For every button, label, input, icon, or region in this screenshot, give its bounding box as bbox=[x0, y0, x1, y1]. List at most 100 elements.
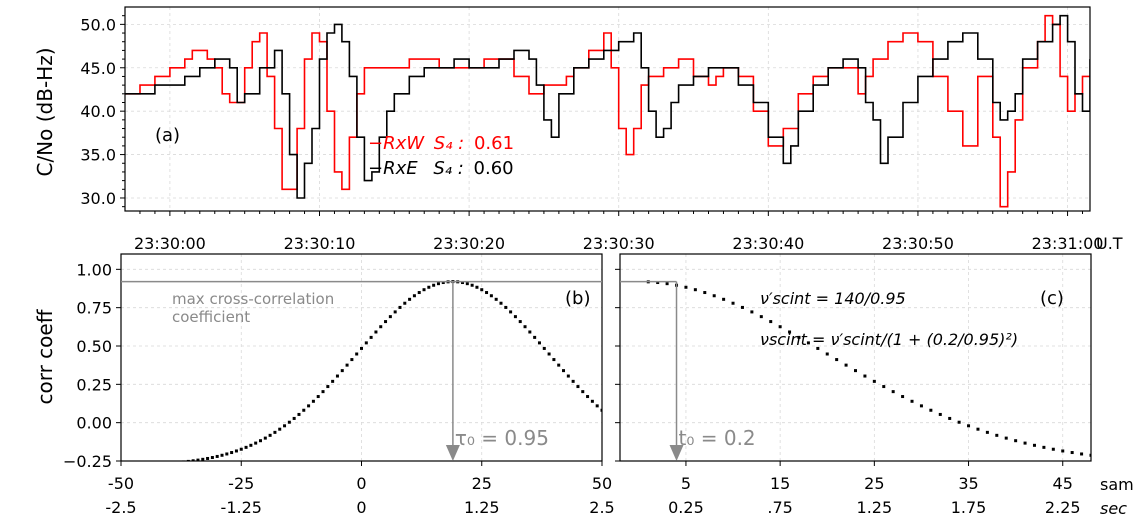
series-rxw-line bbox=[125, 14, 1090, 208]
panel-b-annotation-line: max cross-correlation bbox=[172, 290, 334, 308]
panel-c-arrow-head bbox=[669, 445, 684, 461]
panel-b-point bbox=[509, 310, 513, 314]
panel-b-point bbox=[239, 447, 243, 451]
panel-b-point bbox=[307, 404, 311, 408]
panel-b-ylabel: corr coeff bbox=[33, 308, 57, 404]
panel-b-arrow-head bbox=[445, 445, 460, 461]
panel-b-point bbox=[590, 399, 594, 403]
panel-c-point bbox=[910, 399, 914, 403]
panel-c-point bbox=[872, 379, 876, 383]
panel-b-xtick-label-sam: 0 bbox=[356, 474, 366, 493]
panel-b-point bbox=[287, 420, 291, 424]
panel-c-point bbox=[759, 315, 763, 319]
panel-a-ytick-label: 45.0 bbox=[80, 59, 116, 78]
panel-c-ticks: 5 0.25 15 .75 25 1.25 35 1.75 45 2.25 bbox=[615, 268, 1081, 517]
panel-b-point bbox=[393, 310, 397, 314]
panel-b-xtick-label-sam: 25 bbox=[472, 474, 492, 493]
panel-c-point bbox=[854, 369, 857, 373]
panel-a-ticks: 23:30:00 23:30:10 23:30:20 23:30:30 23:30:40… bbox=[80, 15, 1103, 253]
panel-c-point bbox=[957, 420, 961, 424]
panel-b-point bbox=[408, 297, 412, 301]
panel-b-point bbox=[494, 297, 498, 301]
panel-b-point bbox=[350, 358, 354, 362]
panel-b-point bbox=[360, 346, 363, 350]
panel-b-point bbox=[533, 335, 537, 339]
panel-c-xtick-label-sec: .75 bbox=[767, 498, 792, 517]
panel-b-point bbox=[234, 449, 238, 453]
panel-c-point bbox=[656, 281, 660, 285]
panel-b-point bbox=[470, 283, 474, 287]
panel-b-point bbox=[489, 294, 493, 298]
panel-c-xtick-label-sec: 1.75 bbox=[951, 498, 987, 517]
panel-c-point bbox=[750, 310, 754, 314]
panel-a-ytick-label: 40.0 bbox=[80, 102, 116, 121]
panel-a-label: (a) bbox=[155, 125, 180, 146]
panel-b-xtick-label-sec: 0 bbox=[356, 498, 366, 517]
panel-c-point bbox=[891, 390, 895, 394]
panel-a: 23:30:00 23:30:10 23:30:20 23:30:30 23:30:40… bbox=[33, 6, 1123, 253]
panel-b-point bbox=[513, 315, 517, 319]
panel-c-xtick-label-sam: 35 bbox=[958, 474, 978, 493]
panel-a-ylabel: C/No (dB-Hz) bbox=[33, 47, 57, 176]
legend-rxe-name: −RxE bbox=[368, 158, 418, 179]
panel-c-point bbox=[703, 291, 707, 295]
panel-c-point bbox=[1042, 445, 1046, 449]
panel-b: -50 -2.5 -25 -1.25 0 0 25 1.25 50 2.5 −0.25 0.00 0.2… bbox=[33, 253, 615, 517]
panel-c-point bbox=[1014, 439, 1018, 443]
panel-b-ytick-label: 0.25 bbox=[76, 375, 112, 394]
panel-b-point bbox=[124, 464, 127, 467]
panel-c-xtick-label-sam: 25 bbox=[864, 474, 884, 493]
panel-b-arrow bbox=[445, 281, 460, 461]
panel-b-xtick-label-sam: -50 bbox=[108, 474, 134, 493]
panel-c-point bbox=[1089, 453, 1091, 457]
panel-c-point bbox=[882, 385, 886, 389]
panel-b-point bbox=[388, 315, 392, 319]
panel-c-arrow bbox=[669, 281, 684, 461]
panel-b-point bbox=[417, 291, 421, 295]
panel-c-point bbox=[712, 294, 716, 298]
panel-b-point bbox=[148, 463, 151, 466]
panel-b-point bbox=[485, 291, 489, 295]
panel-c-point bbox=[722, 297, 726, 301]
panel-b-point bbox=[586, 395, 590, 399]
panel-c-label: (c) bbox=[1040, 288, 1064, 309]
panel-b-ytick-label: 0.50 bbox=[76, 337, 112, 356]
panel-b-point bbox=[263, 436, 267, 440]
panel-b-point bbox=[412, 294, 416, 298]
panel-b-arrow-label: τ₀ = 0.95 bbox=[455, 426, 549, 450]
panel-c-point bbox=[835, 358, 839, 362]
panel-c-point bbox=[825, 352, 829, 356]
panel-b-point bbox=[225, 452, 229, 456]
panel-b-point bbox=[557, 363, 561, 367]
panel-b-point bbox=[215, 454, 219, 458]
panel-b-point bbox=[566, 374, 570, 378]
panel-b-point bbox=[230, 451, 234, 455]
panel-b-point bbox=[571, 379, 575, 383]
panel-c-point bbox=[844, 363, 848, 367]
panel-a-legend: −RxW S₄ : 0.61 −RxE S₄ : 0.60 bbox=[368, 133, 514, 179]
panel-b-point bbox=[542, 346, 546, 350]
panel-b-point bbox=[581, 390, 585, 394]
panel-b-point bbox=[249, 443, 253, 447]
panel-b-point bbox=[364, 341, 368, 345]
panel-b-point bbox=[345, 363, 349, 367]
panel-b-point bbox=[441, 281, 445, 285]
panel-c-point bbox=[778, 325, 782, 329]
panel-c-point bbox=[976, 427, 980, 431]
panel-b-point bbox=[168, 462, 171, 465]
panel-b-point bbox=[283, 424, 287, 428]
legend-rxw: −RxW S₄ : 0.61 bbox=[368, 133, 514, 154]
panel-b-point bbox=[403, 301, 407, 305]
series-rxe-line bbox=[125, 14, 1090, 199]
panel-c-point bbox=[1070, 451, 1074, 455]
panel-b-point bbox=[499, 301, 503, 305]
panel-b-point bbox=[297, 412, 301, 416]
panel-b-point bbox=[537, 341, 541, 345]
panel-b-point bbox=[302, 408, 306, 412]
panel-b-point bbox=[163, 462, 166, 465]
panel-b-xtick-label-sam: 50 bbox=[592, 474, 612, 493]
panel-b-point bbox=[528, 330, 532, 334]
panel-c-point bbox=[740, 305, 744, 309]
panel-b-point bbox=[600, 408, 602, 412]
panel-b-point bbox=[268, 433, 272, 437]
